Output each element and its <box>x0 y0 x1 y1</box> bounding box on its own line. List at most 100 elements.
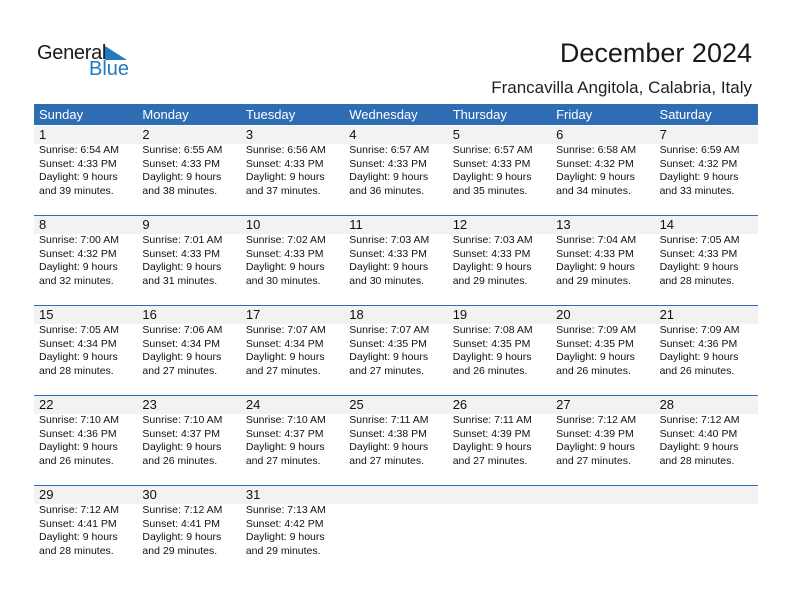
day-number: 21 <box>659 307 675 322</box>
day-cell: 31 Sunrise: 7:13 AM Sunset: 4:42 PM Dayligh… <box>241 486 344 576</box>
weekday-friday: Friday <box>556 107 593 122</box>
daylight-text: Daylight: 9 hours <box>452 351 532 363</box>
daylight-text: Daylight: 9 hours <box>659 171 739 183</box>
day-number-band <box>34 306 758 324</box>
daylight-text: Daylight: 9 hours <box>142 351 222 363</box>
sunset-text: Sunset: 4:39 PM <box>452 427 531 440</box>
day-cell: 28 Sunrise: 7:12 AM Sunset: 4:40 PM Dayligh… <box>655 396 758 486</box>
daylight-text: Daylight: 9 hours <box>349 261 429 273</box>
day-cell: 8 Sunrise: 7:00 AM Sunset: 4:32 PM Daylight… <box>34 216 137 306</box>
daylight-minutes-text: and 33 minutes. <box>659 184 735 197</box>
sunrise-text: Sunrise: 7:12 AM <box>556 414 637 426</box>
day-number: 24 <box>245 397 261 412</box>
daylight-minutes-text: and 32 minutes. <box>39 274 114 287</box>
daylight-text: Daylight: 9 hours <box>39 171 118 183</box>
day-number: 15 <box>39 307 54 322</box>
sunset-text: Sunset: 4:34 PM <box>142 337 221 350</box>
sunrise-text: Sunrise: 7:00 AM <box>39 234 119 246</box>
daylight-minutes-text: and 27 minutes. <box>349 364 424 377</box>
sunrise-text: Sunrise: 7:04 AM <box>556 234 637 246</box>
sunrise-text: Sunrise: 7:06 AM <box>142 324 223 336</box>
week-row: 8 Sunrise: 7:00 AM Sunset: 4:32 PM Daylight… <box>34 215 758 306</box>
daylight-text: Daylight: 9 hours <box>556 261 635 273</box>
sunrise-text: Sunrise: 7:07 AM <box>245 324 326 336</box>
sunset-text: Sunset: 4:32 PM <box>39 247 117 260</box>
day-cell: 17 Sunrise: 7:07 AM Sunset: 4:34 PM Dayligh… <box>241 306 344 396</box>
day-number: 23 <box>142 397 157 412</box>
day-number: 18 <box>349 307 364 322</box>
sunset-text: Sunset: 4:38 PM <box>349 427 427 440</box>
daylight-text: Daylight: 9 hours <box>245 441 325 453</box>
daylight-minutes-text: and 29 minutes. <box>452 274 528 287</box>
sunrise-text: Sunrise: 7:09 AM <box>659 324 740 336</box>
daylight-text: Daylight: 9 hours <box>142 531 222 543</box>
day-number: 30 <box>142 487 157 502</box>
logo-text-general: General <box>37 42 107 64</box>
location-subtitle: Francavilla Angitola, Calabria, Italy <box>491 78 752 97</box>
sunset-text: Sunset: 4:41 PM <box>39 517 117 530</box>
sunset-text: Sunset: 4:34 PM <box>39 337 117 350</box>
daylight-text: Daylight: 9 hours <box>659 261 739 273</box>
daylight-minutes-text: and 27 minutes. <box>452 454 528 467</box>
sunrise-text: Sunrise: 7:12 AM <box>39 504 119 516</box>
sunset-text: Sunset: 4:33 PM <box>659 247 738 260</box>
day-cell: 23 Sunrise: 7:10 AM Sunset: 4:37 PM Dayligh… <box>137 396 240 486</box>
day-number-band <box>34 486 758 504</box>
sunset-text: Sunset: 4:39 PM <box>556 427 634 440</box>
week-row: 22 Sunrise: 7:10 AM Sunset: 4:36 PM Dayligh… <box>34 395 758 486</box>
day-number: 17 <box>245 307 261 322</box>
sunrise-text: Sunrise: 7:10 AM <box>142 414 223 426</box>
daylight-minutes-text: and 29 minutes. <box>245 544 321 557</box>
day-cell: 14 Sunrise: 7:05 AM Sunset: 4:33 PM Dayligh… <box>655 216 758 306</box>
daylight-minutes-text: and 27 minutes. <box>349 454 424 467</box>
day-number-band <box>34 126 758 144</box>
day-cell: 9 Sunrise: 7:01 AM Sunset: 4:33 PM Daylight… <box>137 216 240 306</box>
day-number: 2 <box>142 127 150 142</box>
sunrise-text: Sunrise: 6:55 AM <box>142 144 223 156</box>
sunset-text: Sunset: 4:33 PM <box>142 157 221 170</box>
day-cell: 12 Sunrise: 7:03 AM Sunset: 4:33 PM Dayligh… <box>448 216 551 306</box>
sunset-text: Sunset: 4:40 PM <box>659 427 738 440</box>
day-number: 8 <box>39 217 47 232</box>
day-cell: 3 Sunrise: 6:56 AM Sunset: 4:33 PM Daylight… <box>241 126 344 216</box>
week-row: 15 Sunrise: 7:05 AM Sunset: 4:34 PM Dayligh… <box>34 305 758 396</box>
weekday-saturday: Saturday <box>659 107 712 122</box>
sunrise-text: Sunrise: 7:05 AM <box>659 234 740 246</box>
logo-triangle-icon <box>105 46 127 60</box>
weekday-tuesday: Tuesday <box>245 107 296 122</box>
day-number: 27 <box>556 397 571 412</box>
sunset-text: Sunset: 4:33 PM <box>556 247 634 260</box>
day-cell: 20 Sunrise: 7:09 AM Sunset: 4:35 PM Dayligh… <box>551 306 654 396</box>
day-number: 31 <box>245 487 261 502</box>
day-cell: 18 Sunrise: 7:07 AM Sunset: 4:35 PM Dayligh… <box>344 306 447 396</box>
sunrise-text: Sunrise: 7:12 AM <box>142 504 223 516</box>
day-number: 3 <box>245 127 254 142</box>
day-number: 10 <box>245 217 261 232</box>
daylight-text: Daylight: 9 hours <box>39 441 118 453</box>
daylight-minutes-text: and 30 minutes. <box>245 274 321 287</box>
daylight-text: Daylight: 9 hours <box>659 441 739 453</box>
day-number: 28 <box>659 397 675 412</box>
day-number: 14 <box>659 217 675 232</box>
daylight-text: Daylight: 9 hours <box>39 531 118 543</box>
day-cell: 25 Sunrise: 7:11 AM Sunset: 4:38 PM Dayligh… <box>344 396 447 486</box>
daylight-minutes-text: and 28 minutes. <box>659 454 735 467</box>
logo-text-blue: Blue <box>89 58 130 80</box>
sunrise-text: Sunrise: 6:54 AM <box>39 144 119 156</box>
day-cell: 22 Sunrise: 7:10 AM Sunset: 4:36 PM Dayligh… <box>34 396 137 486</box>
sunrise-text: Sunrise: 7:13 AM <box>245 504 326 516</box>
sunrise-text: Sunrise: 7:11 AM <box>452 414 532 426</box>
day-number: 7 <box>659 127 667 142</box>
daylight-text: Daylight: 9 hours <box>39 351 118 363</box>
daylight-minutes-text: and 31 minutes. <box>142 274 218 287</box>
logo: General Blue <box>37 42 137 82</box>
daylight-minutes-text: and 26 minutes. <box>659 364 735 377</box>
day-number: 1 <box>39 127 47 142</box>
sunrise-text: Sunrise: 7:11 AM <box>349 414 429 426</box>
daylight-text: Daylight: 9 hours <box>142 441 222 453</box>
day-number: 11 <box>349 217 363 232</box>
sunset-text: Sunset: 4:33 PM <box>349 247 427 260</box>
day-cell: 10 Sunrise: 7:02 AM Sunset: 4:33 PM Dayligh… <box>241 216 344 306</box>
weekday-wednesday: Wednesday <box>349 107 418 122</box>
